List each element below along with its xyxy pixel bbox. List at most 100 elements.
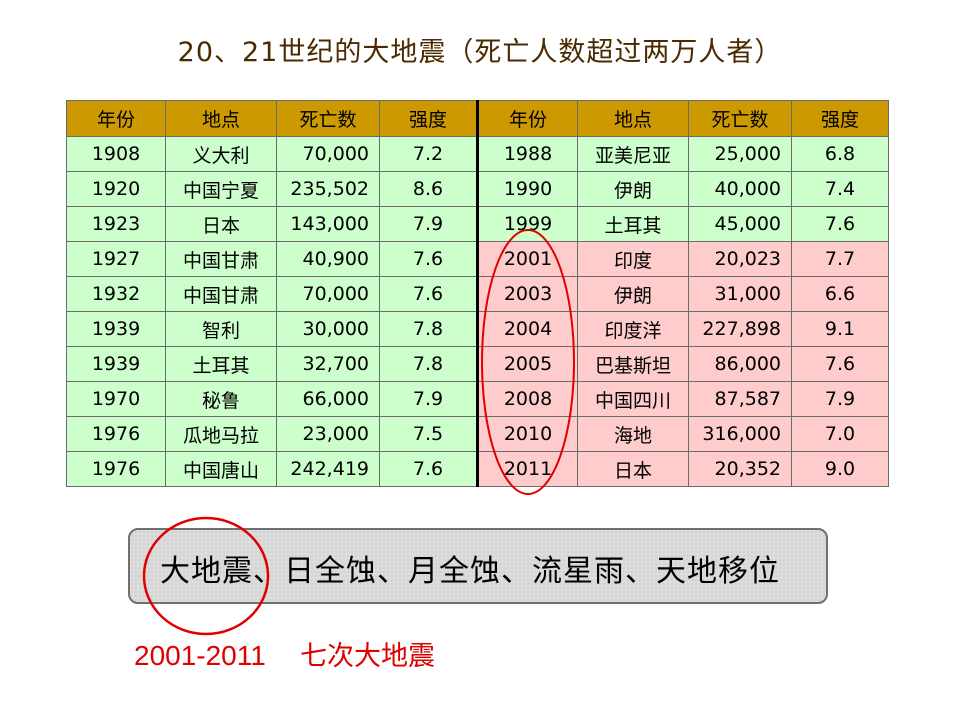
cell-year: 1970 (66, 381, 166, 417)
cell-magnitude: 7.6 (379, 276, 478, 312)
cell-place: 土耳其 (165, 346, 277, 382)
cell-deaths: 70,000 (276, 276, 380, 312)
cell-place: 亚美尼亚 (577, 136, 689, 172)
cell-year: 2001 (476, 241, 578, 277)
cell-magnitude: 7.2 (379, 136, 478, 172)
cell-magnitude: 7.8 (379, 346, 478, 382)
header-deaths: 死亡数 (688, 100, 792, 137)
cell-place: 伊朗 (577, 276, 689, 312)
cell-deaths: 40,900 (276, 241, 380, 277)
table-row: 1939 智利 30,000 7.8 2004 印度洋 227,898 9.1 (66, 311, 889, 347)
cell-place: 印度 (577, 241, 689, 277)
earthquake-table: 年份 地点 死亡数 强度 年份 地点 死亡数 强度 1908 义大利 70,000 7… (66, 100, 889, 487)
cell-place: 秘鲁 (165, 381, 277, 417)
cell-magnitude: 9.0 (791, 451, 889, 487)
cell-magnitude: 7.9 (791, 381, 889, 417)
cell-magnitude: 9.1 (791, 311, 889, 347)
header-deaths: 死亡数 (276, 100, 380, 137)
cell-year: 1939 (66, 311, 166, 347)
cell-place: 日本 (165, 206, 277, 242)
cell-place: 瓜地马拉 (165, 416, 277, 452)
cell-year: 1927 (66, 241, 166, 277)
cell-year: 1988 (476, 136, 578, 172)
table-row: 1908 义大利 70,000 7.2 1988 亚美尼亚 25,000 6.8 (66, 136, 889, 172)
cell-magnitude: 7.6 (791, 346, 889, 382)
table-row: 1932 中国甘肃 70,000 7.6 2003 伊朗 31,000 6.6 (66, 276, 889, 312)
cell-magnitude: 7.9 (379, 381, 478, 417)
cell-year: 1920 (66, 171, 166, 207)
cell-place: 印度洋 (577, 311, 689, 347)
cell-magnitude: 7.0 (791, 416, 889, 452)
cell-magnitude: 6.6 (791, 276, 889, 312)
table-row: 1927 中国甘肃 40,900 7.6 2001 印度 20,023 7.7 (66, 241, 889, 277)
cell-magnitude: 6.8 (791, 136, 889, 172)
cell-magnitude: 7.6 (791, 206, 889, 242)
cell-deaths: 143,000 (276, 206, 380, 242)
table-row: 1939 土耳其 32,700 7.8 2005 巴基斯坦 86,000 7.6 (66, 346, 889, 382)
cell-deaths: 70,000 (276, 136, 380, 172)
cell-year: 2008 (476, 381, 578, 417)
table-row: 1970 秘鲁 66,000 7.9 2008 中国四川 87,587 7.9 (66, 381, 889, 417)
cell-year: 1976 (66, 451, 166, 487)
cell-year: 1999 (476, 206, 578, 242)
cell-magnitude: 7.6 (379, 451, 478, 487)
cell-place: 伊朗 (577, 171, 689, 207)
cell-magnitude: 7.4 (791, 171, 889, 207)
cell-place: 中国甘肃 (165, 276, 277, 312)
cell-deaths: 242,419 (276, 451, 380, 487)
cell-year: 2003 (476, 276, 578, 312)
cell-deaths: 31,000 (688, 276, 792, 312)
table-row: 1976 中国唐山 242,419 7.6 2011 日本 20,352 9.0 (66, 451, 889, 487)
page-title: 20、21世纪的大地震（死亡人数超过两万人者） (177, 37, 783, 68)
cell-place: 智利 (165, 311, 277, 347)
cell-place: 中国宁夏 (165, 171, 277, 207)
cell-year: 1923 (66, 206, 166, 242)
header-magnitude: 强度 (791, 100, 889, 137)
cell-place: 巴基斯坦 (577, 346, 689, 382)
seven-earthquakes-note: 七次大地震 (300, 641, 435, 672)
cell-place: 日本 (577, 451, 689, 487)
header-place: 地点 (165, 100, 277, 137)
cell-place: 海地 (577, 416, 689, 452)
cell-year: 1939 (66, 346, 166, 382)
cell-deaths: 227,898 (688, 311, 792, 347)
cell-deaths: 86,000 (688, 346, 792, 382)
cell-magnitude: 7.8 (379, 311, 478, 347)
cell-year: 2004 (476, 311, 578, 347)
cell-deaths: 20,352 (688, 451, 792, 487)
table-header-row: 年份 地点 死亡数 强度 年份 地点 死亡数 强度 (66, 100, 889, 137)
cell-deaths: 66,000 (276, 381, 380, 417)
cell-magnitude: 7.9 (379, 206, 478, 242)
header-magnitude: 强度 (379, 100, 478, 137)
header-year: 年份 (476, 100, 578, 137)
header-year: 年份 (66, 100, 166, 137)
cell-deaths: 235,502 (276, 171, 380, 207)
cell-year: 1908 (66, 136, 166, 172)
cell-magnitude: 7.7 (791, 241, 889, 277)
cell-year: 2010 (476, 416, 578, 452)
cell-place: 中国甘肃 (165, 241, 277, 277)
cell-deaths: 45,000 (688, 206, 792, 242)
cell-magnitude: 7.5 (379, 416, 478, 452)
phenomena-text: 大地震、日全蚀、月全蚀、流星雨、天地移位 (160, 554, 780, 589)
cell-year: 2011 (476, 451, 578, 487)
cell-deaths: 316,000 (688, 416, 792, 452)
table-row: 1976 瓜地马拉 23,000 7.5 2010 海地 316,000 7.0 (66, 416, 889, 452)
table-body: 1908 义大利 70,000 7.2 1988 亚美尼亚 25,000 6.8 1920 中国宁… (66, 136, 889, 487)
cell-deaths: 25,000 (688, 136, 792, 172)
cell-deaths: 87,587 (688, 381, 792, 417)
cell-deaths: 20,023 (688, 241, 792, 277)
cell-place: 中国唐山 (165, 451, 277, 487)
cell-magnitude: 8.6 (379, 171, 478, 207)
cell-deaths: 40,000 (688, 171, 792, 207)
table-row: 1923 日本 143,000 7.9 1999 土耳其 45,000 7.6 (66, 206, 889, 242)
cell-year: 1976 (66, 416, 166, 452)
cell-deaths: 32,700 (276, 346, 380, 382)
cell-place: 中国四川 (577, 381, 689, 417)
header-place: 地点 (577, 100, 689, 137)
cell-year: 2005 (476, 346, 578, 382)
cell-place: 土耳其 (577, 206, 689, 242)
year-range-note: 2001-2011 (134, 640, 266, 671)
cell-place: 义大利 (165, 136, 277, 172)
cell-year: 1990 (476, 171, 578, 207)
